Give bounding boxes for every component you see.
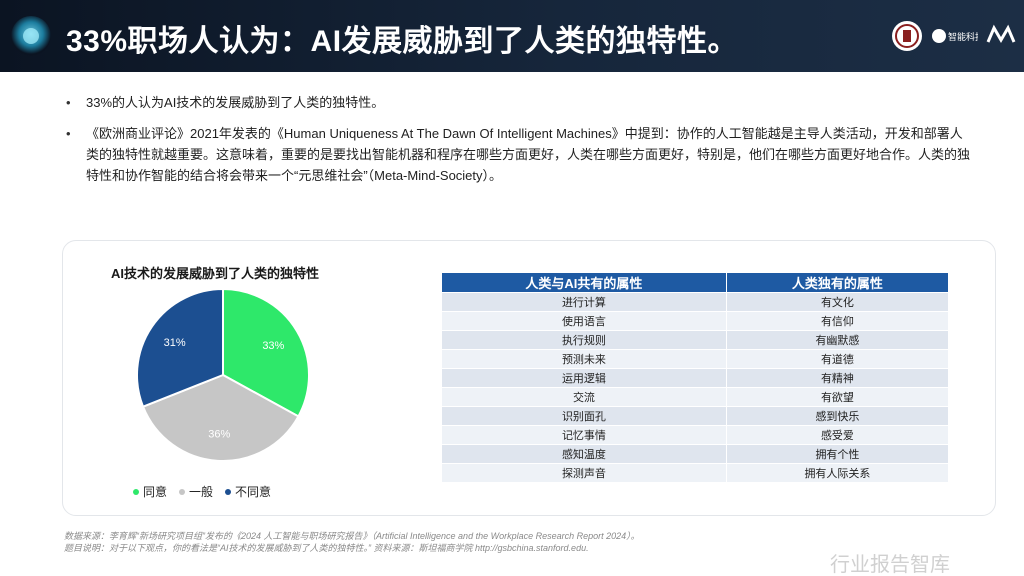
pie-slice-label: 36% bbox=[208, 428, 230, 440]
table-row: 执行规则 有幽默感 bbox=[441, 330, 950, 350]
unique-attribute-cell: 拥有人际关系 bbox=[725, 463, 950, 483]
unique-attribute-cell: 拥有个性 bbox=[725, 444, 950, 464]
unique-attribute-cell: 有幽默感 bbox=[725, 330, 950, 350]
bullet-item: 33%的人认为AI技术的发展威胁到了人类的独特性。 bbox=[64, 92, 974, 113]
shared-attribute-cell: 识别面孔 bbox=[441, 406, 727, 426]
table-row: 记忆事情 感受爱 bbox=[441, 425, 950, 445]
legend-dot-icon bbox=[179, 488, 186, 495]
page-title: 33%职场人认为：AI发展威胁到了人类的独特性。 bbox=[66, 25, 739, 58]
legend-label: 不同意 bbox=[235, 485, 272, 499]
watermark-text: 行业报告智库 bbox=[830, 554, 950, 576]
brand-logo-text: 智能科技 bbox=[948, 31, 978, 42]
content-card: AI技术的发展威胁到了人类的独特性 33% 36% 31% 同意 一般 不同意 人类与A… bbox=[62, 240, 996, 516]
pie-slice-2 bbox=[136, 287, 224, 408]
table-row: 识别面孔 感到快乐 bbox=[441, 406, 950, 426]
pie-slice-0 bbox=[222, 287, 310, 418]
source-footnote: 数据来源：李育辉“新场研究项目组”发布的《2024 人工智能与职场研究报告》（A… bbox=[64, 530, 864, 554]
table-header-unique: 人类独有的属性 bbox=[725, 272, 950, 293]
table-row: 使用语言 有信仰 bbox=[441, 311, 950, 331]
footnote-line: 题目说明：对于以下观点，你的看法是“AI技术的发展威胁到了人类的独特性。” 资料… bbox=[64, 543, 589, 553]
table-row: 预测未来 有道德 bbox=[441, 349, 950, 369]
legend-item: 不同意 bbox=[225, 483, 271, 500]
chart-title: AI技术的发展威胁到了人类的独特性 bbox=[111, 266, 320, 281]
legend-label: 同意 bbox=[143, 485, 168, 499]
shared-attribute-cell: 记忆事情 bbox=[441, 425, 727, 445]
unique-attribute-cell: 感受爱 bbox=[725, 425, 950, 445]
partner-logo-icon bbox=[986, 24, 1016, 43]
shared-attribute-cell: 预测未来 bbox=[441, 349, 727, 369]
table-row: 交流 有欲望 bbox=[441, 387, 950, 407]
table-row: 探测声音 拥有人际关系 bbox=[441, 463, 950, 483]
attributes-table: 人类与AI共有的属性 人类独有的属性 进行计算 有文化 使用语言 有信仰 执行规则 有幽默… bbox=[441, 272, 950, 483]
brand-logo: 智能科技 bbox=[932, 29, 978, 43]
legend-item: 一般 bbox=[179, 483, 213, 500]
pie-chart: 33% 36% 31% bbox=[136, 287, 310, 462]
shared-attribute-cell: 交流 bbox=[441, 387, 727, 407]
shared-attribute-cell: 探测声音 bbox=[441, 463, 727, 483]
shared-attribute-cell: 使用语言 bbox=[441, 311, 727, 331]
shared-attribute-cell: 进行计算 bbox=[441, 292, 727, 312]
bullet-item: 《欧洲商业评论》2021年发表的《Human Uniqueness At The… bbox=[64, 123, 974, 186]
legend-label: 一般 bbox=[189, 485, 214, 499]
legend-dot-icon bbox=[225, 488, 232, 495]
shared-attribute-cell: 运用逻辑 bbox=[441, 368, 727, 388]
pie-slice-label: 33% bbox=[262, 340, 284, 352]
table-header-shared: 人类与AI共有的属性 bbox=[441, 272, 727, 293]
table-header-row: 人类与AI共有的属性 人类独有的属性 bbox=[441, 272, 950, 293]
legend-dot-icon bbox=[133, 488, 139, 495]
footnote-line: 数据来源：李育辉“新场研究项目组”发布的《2024 人工智能与职场研究报告》（A… bbox=[64, 531, 640, 541]
legend-item: 同意 bbox=[133, 483, 167, 500]
pie-slice-label: 31% bbox=[164, 337, 186, 349]
table-row: 感知温度 拥有个性 bbox=[441, 444, 950, 464]
shared-attribute-cell: 感知温度 bbox=[441, 444, 727, 464]
university-seal-icon bbox=[892, 21, 922, 51]
shared-attribute-cell: 执行规则 bbox=[441, 330, 727, 350]
bullet-list: 33%的人认为AI技术的发展威胁到了人类的独特性。 《欧洲商业评论》2021年发… bbox=[64, 92, 974, 196]
table-row: 进行计算 有文化 bbox=[441, 292, 950, 312]
chart-legend: 同意 一般 不同意 bbox=[133, 483, 333, 500]
unique-attribute-cell: 有信仰 bbox=[725, 311, 950, 331]
unique-attribute-cell: 感到快乐 bbox=[725, 406, 950, 426]
slide-header: 33%职场人认为：AI发展威胁到了人类的独特性。 智能科技 bbox=[0, 0, 1024, 72]
table-row: 运用逻辑 有精神 bbox=[441, 368, 950, 388]
glowing-orb-icon bbox=[11, 16, 51, 56]
unique-attribute-cell: 有文化 bbox=[725, 292, 950, 312]
unique-attribute-cell: 有欲望 bbox=[725, 387, 950, 407]
unique-attribute-cell: 有道德 bbox=[725, 349, 950, 369]
unique-attribute-cell: 有精神 bbox=[725, 368, 950, 388]
pie-slice-1 bbox=[141, 373, 300, 462]
